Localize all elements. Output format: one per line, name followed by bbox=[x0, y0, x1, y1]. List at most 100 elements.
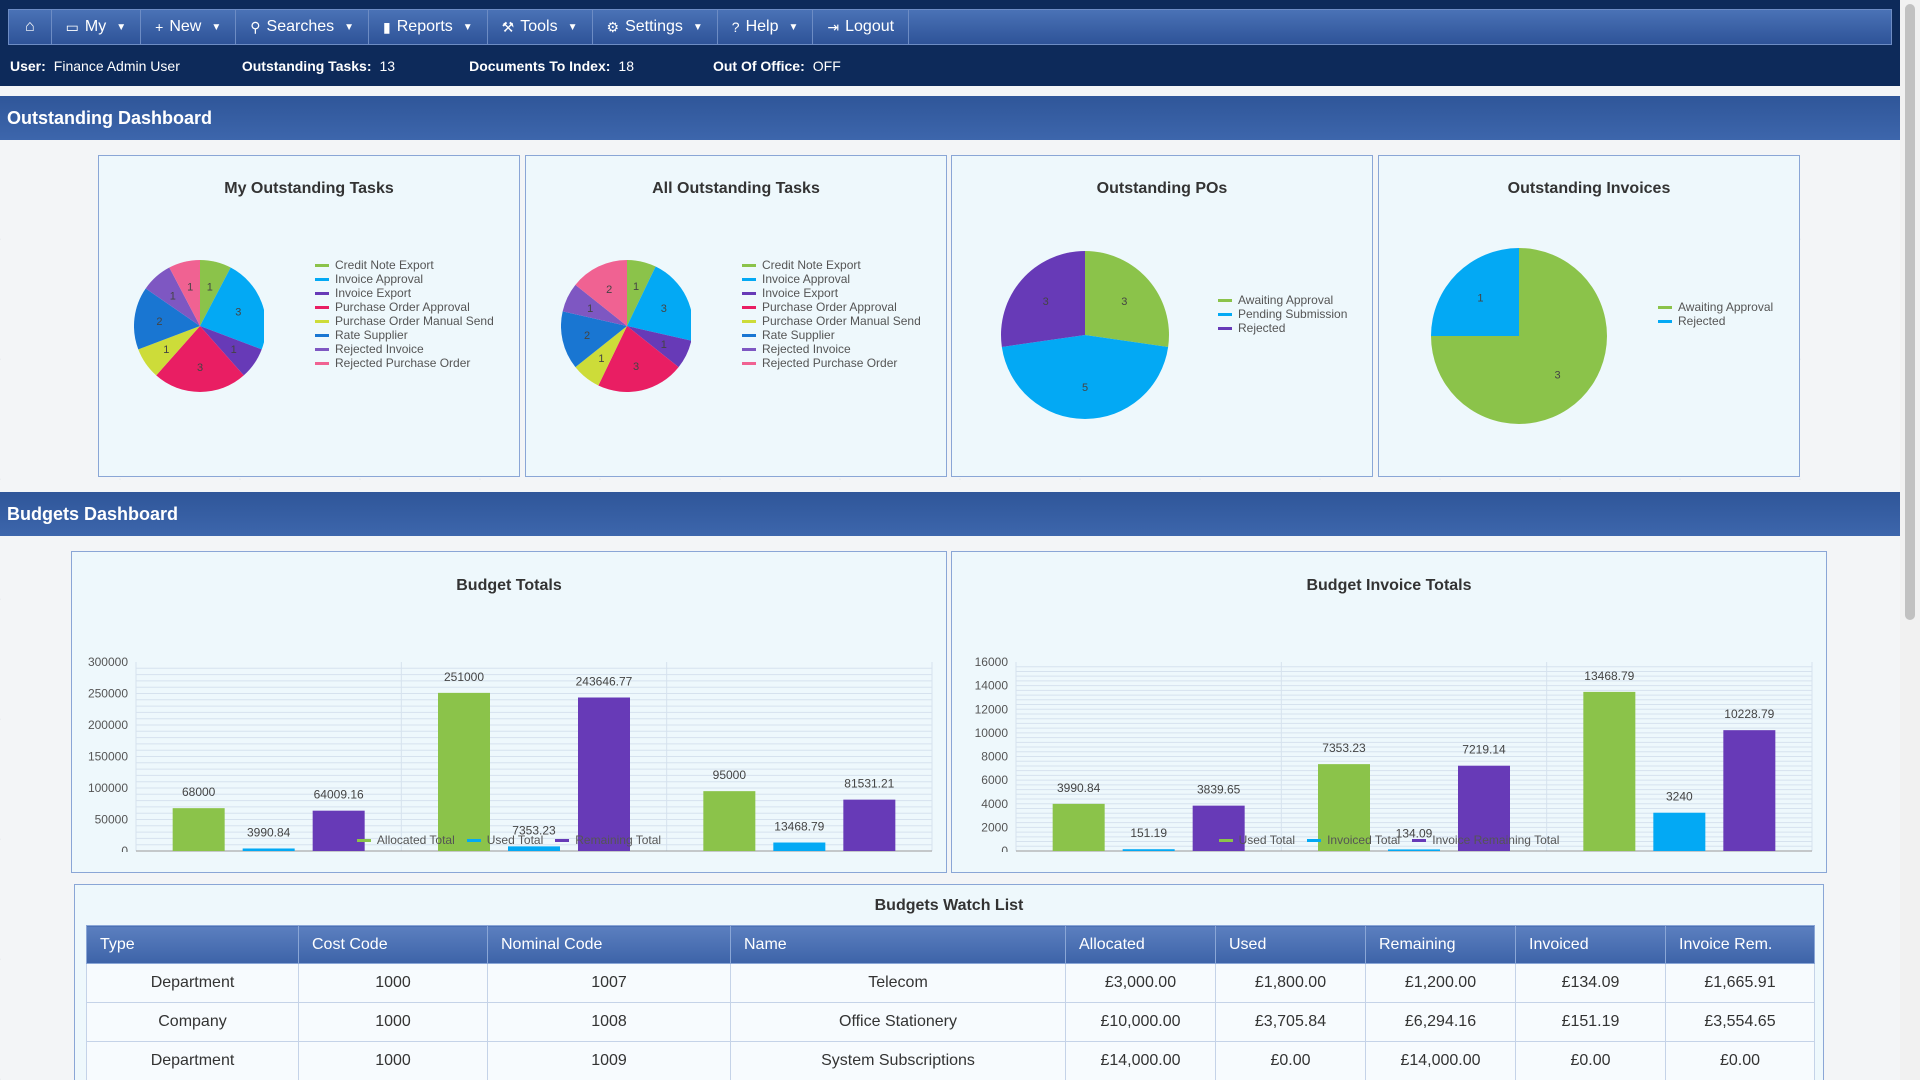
cell-used: £1,800.00 bbox=[1215, 963, 1366, 1003]
legend-item[interactable]: Rejected Invoice bbox=[315, 342, 494, 356]
nav-new[interactable]: + New ▼ bbox=[141, 10, 237, 44]
legend-item[interactable]: Allocated Total bbox=[356, 833, 455, 847]
column-header-cost-code[interactable]: Cost Code bbox=[298, 925, 488, 964]
pie-slice[interactable] bbox=[1001, 335, 1169, 420]
budget-invoice-totals-panel: Budget Invoice Totals 0 2000 4000 6000 8000 1… bbox=[951, 551, 1827, 873]
pie-slice[interactable] bbox=[575, 260, 627, 326]
nav-tools[interactable]: ⚒ Tools ▼ bbox=[488, 10, 593, 44]
table-row[interactable]: Department 1000 1009 System Subscription… bbox=[86, 1041, 1815, 1080]
legend-item[interactable]: Purchase Order Manual Send bbox=[742, 314, 921, 328]
bar[interactable] bbox=[172, 808, 225, 851]
legend-item[interactable]: Rejected bbox=[1658, 314, 1773, 328]
legend-label: Invoice Approval bbox=[335, 272, 424, 286]
nav-my[interactable]: ▭ My ▼ bbox=[52, 10, 142, 44]
column-header-invoice-rem[interactable]: Invoice Rem. bbox=[1665, 925, 1815, 964]
legend-item[interactable]: Invoice Export bbox=[315, 286, 494, 300]
legend-item[interactable]: Remaining Total bbox=[555, 833, 661, 847]
pie-slice[interactable] bbox=[598, 326, 679, 392]
pie-slice[interactable] bbox=[1085, 251, 1169, 347]
legend-item[interactable]: Credit Note Export bbox=[315, 258, 494, 272]
help-icon: ? bbox=[731, 19, 740, 35]
chart-title: Budget Invoice Totals bbox=[1306, 577, 1472, 594]
pie-slice[interactable] bbox=[575, 326, 627, 386]
legend-label: Rate Supplier bbox=[762, 328, 835, 342]
legend-item[interactable]: Rejected Purchase Order bbox=[742, 356, 921, 370]
pie-slice[interactable] bbox=[627, 326, 691, 368]
legend-item[interactable]: Rejected bbox=[1218, 321, 1347, 335]
legend-item[interactable]: Rejected Invoice bbox=[742, 342, 921, 356]
pie-slice[interactable] bbox=[200, 267, 264, 350]
column-header-allocated[interactable]: Allocated bbox=[1065, 925, 1216, 964]
legend-item[interactable]: Credit Note Export bbox=[742, 258, 921, 272]
bar[interactable] bbox=[1583, 691, 1636, 851]
bar[interactable] bbox=[773, 842, 826, 851]
legend-item[interactable]: Rate Supplier bbox=[742, 328, 921, 342]
table-row[interactable]: Department 1000 1007 Telecom £3,000.00 £… bbox=[86, 963, 1815, 1003]
pie-slice[interactable] bbox=[627, 260, 656, 326]
pie-slice[interactable] bbox=[200, 260, 231, 326]
pie-slice[interactable] bbox=[561, 311, 627, 368]
legend-item[interactable]: Used Total bbox=[1218, 833, 1295, 847]
legend-item[interactable]: Invoice Approval bbox=[742, 272, 921, 286]
bar[interactable] bbox=[312, 810, 365, 851]
legend-item[interactable]: Invoice Remaining Total bbox=[1412, 833, 1559, 847]
bar[interactable] bbox=[1052, 803, 1105, 851]
bar[interactable] bbox=[1122, 849, 1175, 851]
legend-item[interactable]: Invoice Approval bbox=[315, 272, 494, 286]
legend-item[interactable]: Used Total bbox=[466, 833, 543, 847]
legend-swatch bbox=[315, 319, 329, 323]
column-header-type[interactable]: Type bbox=[86, 925, 299, 964]
bar[interactable] bbox=[1318, 764, 1370, 851]
bar[interactable] bbox=[242, 848, 295, 851]
pie-slice[interactable] bbox=[562, 284, 627, 326]
bar[interactable] bbox=[843, 799, 896, 851]
bar-data-label: 7219.14 bbox=[1462, 743, 1506, 757]
legend-item[interactable]: Purchase Order Approval bbox=[315, 300, 494, 314]
nav-logout[interactable]: ⇥ Logout bbox=[813, 10, 910, 44]
bar[interactable] bbox=[1653, 812, 1706, 851]
cell-allocated: £10,000.00 bbox=[1065, 1002, 1216, 1042]
nav-reports[interactable]: ▮ Reports ▼ bbox=[369, 10, 488, 44]
bar[interactable] bbox=[1388, 849, 1440, 851]
pie-slice[interactable] bbox=[1431, 248, 1519, 336]
pie-slice[interactable] bbox=[169, 260, 200, 326]
home-button[interactable]: ⌂ bbox=[9, 10, 52, 44]
scrollbar-thumb[interactable] bbox=[1905, 4, 1915, 620]
pie-slice[interactable] bbox=[1001, 251, 1085, 347]
vertical-scrollbar[interactable] bbox=[1900, 0, 1920, 1080]
column-header-name[interactable]: Name bbox=[730, 925, 1066, 964]
pie-slice[interactable] bbox=[134, 288, 200, 350]
bar[interactable] bbox=[1458, 765, 1510, 851]
nav-settings[interactable]: ⚙ Settings ▼ bbox=[593, 10, 718, 44]
legend-item[interactable]: Purchase Order Approval bbox=[742, 300, 921, 314]
pie-slice[interactable] bbox=[138, 326, 200, 376]
bar[interactable] bbox=[508, 846, 560, 851]
column-header-used[interactable]: Used bbox=[1215, 925, 1366, 964]
column-header-nominal-code[interactable]: Nominal Code bbox=[487, 925, 731, 964]
legend-item[interactable]: Awaiting Approval bbox=[1218, 293, 1347, 307]
column-header-invoiced[interactable]: Invoiced bbox=[1515, 925, 1666, 964]
legend-item[interactable]: Rate Supplier bbox=[315, 328, 494, 342]
legend-item[interactable]: Invoiced Total bbox=[1307, 833, 1400, 847]
nav-searches[interactable]: ⚲ Searches ▼ bbox=[236, 10, 370, 44]
bar[interactable] bbox=[1723, 730, 1776, 851]
legend-item[interactable]: Rejected Purchase Order bbox=[315, 356, 494, 370]
column-header-remaining[interactable]: Remaining bbox=[1365, 925, 1516, 964]
bar[interactable] bbox=[703, 791, 756, 851]
pie-slice[interactable] bbox=[200, 326, 262, 376]
budgets-dashboard-header: Budgets Dashboard bbox=[0, 492, 1900, 536]
nav-help[interactable]: ? Help ▼ bbox=[718, 10, 814, 44]
legend-item[interactable]: Invoice Export bbox=[742, 286, 921, 300]
bar[interactable] bbox=[1192, 805, 1245, 851]
legend-item[interactable]: Awaiting Approval bbox=[1658, 300, 1773, 314]
pie-slice[interactable] bbox=[156, 326, 244, 392]
table-row[interactable]: Company 1000 1008 Office Stationery £10,… bbox=[86, 1002, 1815, 1042]
legend-swatch bbox=[742, 305, 756, 309]
bar[interactable] bbox=[578, 697, 630, 851]
legend-item[interactable]: Pending Submission bbox=[1218, 307, 1347, 321]
legend-swatch bbox=[1658, 305, 1672, 309]
bar[interactable] bbox=[438, 692, 490, 851]
pie-slice[interactable] bbox=[145, 267, 200, 326]
pie-slice[interactable] bbox=[627, 266, 691, 341]
legend-item[interactable]: Purchase Order Manual Send bbox=[315, 314, 494, 328]
